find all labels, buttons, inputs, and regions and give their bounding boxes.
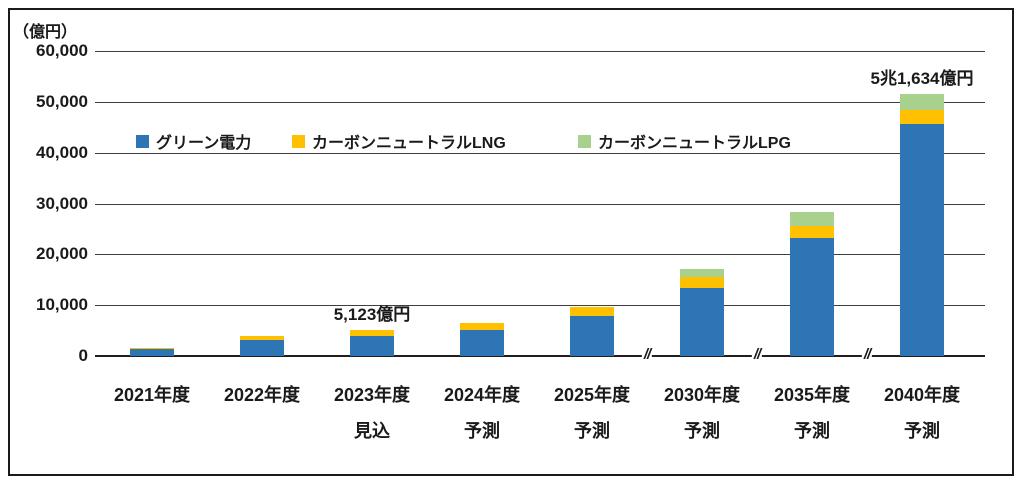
axis-break-mark: // <box>641 346 653 363</box>
y-tick-label: 20,000 <box>36 244 88 264</box>
chart-border <box>8 8 1014 476</box>
bar-segment-green-power <box>680 287 724 356</box>
bar-segment-lpg <box>900 93 944 110</box>
bar-value-annotation: 5,123億円 <box>333 304 411 324</box>
x-tick-sublabel: 予測 <box>464 421 500 441</box>
bar-segment-lpg <box>680 268 724 278</box>
bar-value-annotation: 5兆1,634億円 <box>870 68 974 88</box>
bar-segment-lng <box>680 277 724 288</box>
y-tick-label: 30,000 <box>36 193 88 213</box>
bar-segment-green-power <box>460 329 504 356</box>
legend-item: カーボンニュートラルLPG <box>578 129 791 153</box>
legend-label: グリーン電力 <box>156 135 252 152</box>
bar-segment-lng <box>460 323 504 330</box>
gridline <box>95 101 985 103</box>
bar-segment-green-power <box>350 336 394 356</box>
bar-segment-lng <box>570 307 614 316</box>
x-tick-label: 2035年度 <box>773 385 851 405</box>
bar-segment-green-power <box>130 348 174 356</box>
bar-segment-lng <box>130 347 174 349</box>
bar-segment-green-power <box>570 315 614 356</box>
bar-segment-lng <box>240 336 284 340</box>
axis-break-mark: // <box>751 346 763 363</box>
bar-segment-lng <box>350 329 394 337</box>
x-tick-sublabel: 予測 <box>904 421 940 441</box>
legend-swatch-icon <box>292 134 305 148</box>
x-tick-label: 2021年度 <box>113 385 191 405</box>
legend-label: カーボンニュートラルLPG <box>598 135 791 152</box>
y-tick-label: 50,000 <box>36 91 88 111</box>
x-tick-label: 2024年度 <box>443 385 521 405</box>
axis-break-mark: // <box>861 346 873 363</box>
legend-swatch-icon <box>578 134 591 148</box>
y-axis: 60,000 50,000 40,000 30,000 20,000 10,000 0 <box>10 0 88 484</box>
bar-segment-lng <box>900 109 944 125</box>
y-axis-unit-label: （億円） <box>13 24 78 41</box>
legend-label: カーボンニュートラルLNG <box>312 135 506 152</box>
y-tick-label: 10,000 <box>36 295 88 315</box>
x-tick-sublabel: 見込 <box>354 421 390 441</box>
x-axis-line <box>95 355 985 357</box>
x-tick-sublabel: 予測 <box>574 421 610 441</box>
bar-segment-green-power <box>900 124 944 356</box>
y-tick-label: 0 <box>78 346 88 365</box>
x-tick-label: 2023年度 <box>333 385 411 405</box>
x-tick-sublabel: 予測 <box>794 421 830 441</box>
x-tick-label: 2022年度 <box>223 385 301 405</box>
gridline <box>95 152 985 154</box>
gridline <box>95 254 985 256</box>
plot-area: 5,123億円 5兆1,634億円 // // // <box>95 51 985 362</box>
bar-segment-lng <box>790 226 834 238</box>
legend-item: グリーン電力 <box>136 129 251 153</box>
x-axis: 2021年度 2022年度 2023年度 見込 2024年度 予測 2025年度 予測 2030… <box>95 381 985 451</box>
x-tick-sublabel: 予測 <box>684 421 720 441</box>
gridline <box>95 203 985 205</box>
legend: グリーン電力 カーボンニュートラルLNG カーボンニュートラルLPG <box>0 129 1022 152</box>
bar-segment-green-power <box>790 237 834 356</box>
legend-swatch-icon <box>136 134 149 148</box>
x-tick-label: 2025年度 <box>553 385 631 405</box>
x-tick-label: 2030年度 <box>663 385 741 405</box>
legend-item: カーボンニュートラルLNG <box>292 129 506 153</box>
gridline <box>95 305 985 307</box>
y-tick-label: 60,000 <box>36 41 88 60</box>
x-tick-label: 2040年度 <box>883 385 961 405</box>
gridline <box>95 51 985 52</box>
bar-segment-green-power <box>240 339 284 356</box>
y-tick-label: 40,000 <box>36 142 88 162</box>
bar-segment-lpg <box>790 211 834 227</box>
